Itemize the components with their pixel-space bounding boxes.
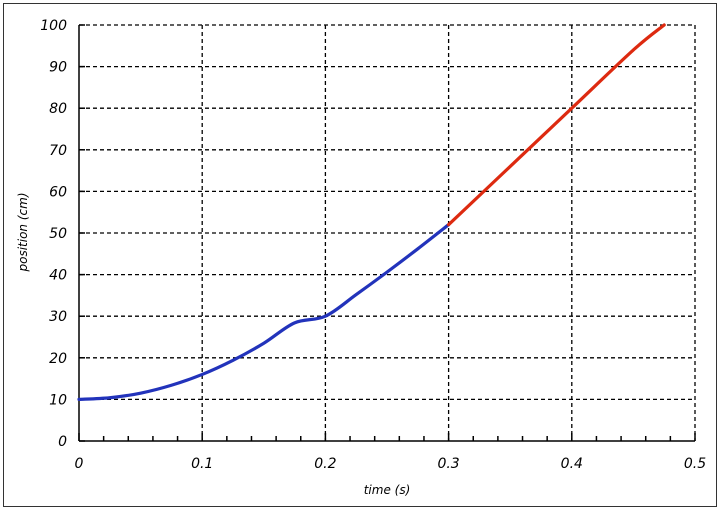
y-tick-label: 10	[49, 392, 67, 408]
y-tick-label: 0	[58, 434, 67, 450]
y-tick-label: 30	[49, 309, 67, 325]
tick-labels: 0 0.1 0.2 0.3 0.4 0.5 0 10 20 30 40 50 60 70 80 90 100	[40, 18, 706, 472]
y-tick-label: 80	[49, 101, 67, 117]
x-tick-label: 0.1	[191, 456, 213, 472]
y-tick-label: 20	[49, 351, 67, 367]
axes	[78, 24, 696, 442]
y-tick-label: 60	[49, 184, 67, 200]
series-line-2	[447, 23, 666, 227]
series-line-1	[77, 223, 451, 401]
y-tick-label: 50	[49, 226, 67, 242]
x-tick-label: 0.2	[314, 456, 336, 472]
series-lines	[77, 23, 666, 401]
grid-lines	[79, 24, 696, 441]
x-tick-label: 0.4	[561, 456, 583, 472]
x-tick-label: 0.5	[684, 456, 706, 472]
x-tick-label: 0	[75, 456, 84, 472]
y-tick-label: 90	[49, 60, 67, 76]
x-tick-label: 0.3	[437, 456, 459, 472]
y-axis-title: position (cm)	[16, 193, 30, 273]
y-tick-label: 40	[49, 268, 67, 284]
y-tick-label: 100	[40, 18, 67, 34]
chart-frame	[3, 3, 717, 507]
x-axis-title: time (s)	[364, 483, 411, 497]
y-tick-label: 70	[49, 143, 67, 159]
